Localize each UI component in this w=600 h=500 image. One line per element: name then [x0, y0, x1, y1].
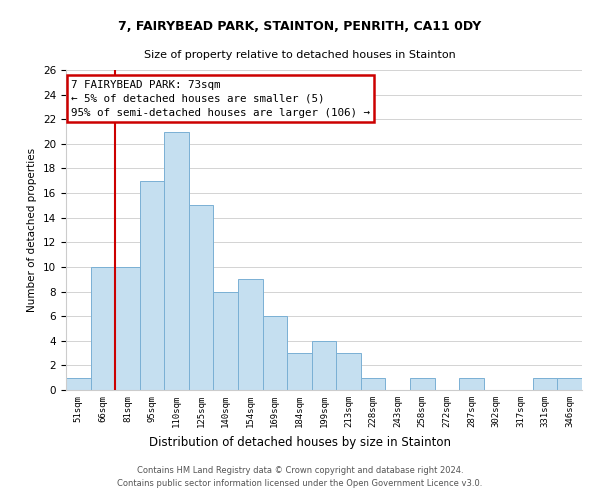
Bar: [533, 378, 557, 390]
Bar: [263, 316, 287, 390]
Bar: [410, 378, 434, 390]
Text: Distribution of detached houses by size in Stainton: Distribution of detached houses by size …: [149, 436, 451, 449]
Text: 7 FAIRYBEAD PARK: 73sqm
← 5% of detached houses are smaller (5)
95% of semi-deta: 7 FAIRYBEAD PARK: 73sqm ← 5% of detached…: [71, 80, 370, 118]
Bar: [361, 378, 385, 390]
Bar: [287, 353, 312, 390]
Bar: [164, 132, 189, 390]
Bar: [91, 267, 115, 390]
Bar: [238, 279, 263, 390]
Text: 7, FAIRYBEAD PARK, STAINTON, PENRITH, CA11 0DY: 7, FAIRYBEAD PARK, STAINTON, PENRITH, CA…: [118, 20, 482, 33]
Text: Size of property relative to detached houses in Stainton: Size of property relative to detached ho…: [144, 50, 456, 60]
Bar: [336, 353, 361, 390]
Bar: [140, 181, 164, 390]
Bar: [557, 378, 582, 390]
Bar: [459, 378, 484, 390]
Bar: [312, 341, 336, 390]
Bar: [214, 292, 238, 390]
Text: Contains HM Land Registry data © Crown copyright and database right 2024.
Contai: Contains HM Land Registry data © Crown c…: [118, 466, 482, 487]
Y-axis label: Number of detached properties: Number of detached properties: [28, 148, 37, 312]
Bar: [189, 206, 214, 390]
Bar: [66, 378, 91, 390]
Bar: [115, 267, 140, 390]
